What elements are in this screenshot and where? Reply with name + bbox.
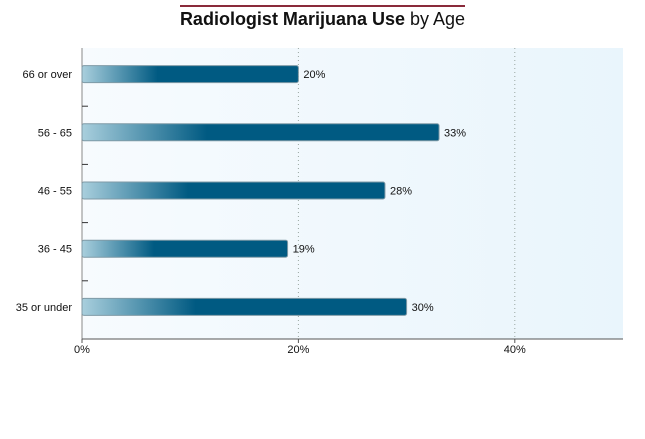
bars [81, 65, 440, 316]
category-label: 66 or over [22, 69, 72, 81]
chart-title-sub: by Age [410, 9, 466, 29]
x-tick-label: 0% [74, 344, 90, 356]
category-label: 46 - 55 [38, 186, 72, 198]
value-label: 28% [390, 186, 412, 198]
value-label: 20% [303, 69, 325, 81]
x-tick-label: 40% [504, 344, 526, 356]
category-label: 35 or under [16, 302, 73, 314]
x-tick-label: 20% [287, 344, 309, 356]
bar [81, 239, 289, 258]
axis-ticks [81, 105, 516, 343]
chart-title: Radiologist Marijuana Use by Age [0, 9, 645, 30]
bar [81, 181, 386, 200]
value-label: 30% [412, 302, 434, 314]
bar [81, 297, 408, 316]
value-label: 19% [293, 244, 315, 256]
title-rule [180, 5, 465, 7]
chart-title-main: Radiologist Marijuana Use [179, 9, 405, 29]
category-label: 36 - 45 [38, 244, 72, 256]
value-label: 33% [444, 127, 466, 139]
labels: 0% 20% 40% 66 or over 20% 56 - 65 33% 46 - 55 28… [16, 69, 526, 356]
bar [81, 65, 299, 84]
bar [81, 123, 440, 142]
category-label: 56 - 65 [38, 127, 72, 139]
grid-lines [297, 48, 516, 339]
